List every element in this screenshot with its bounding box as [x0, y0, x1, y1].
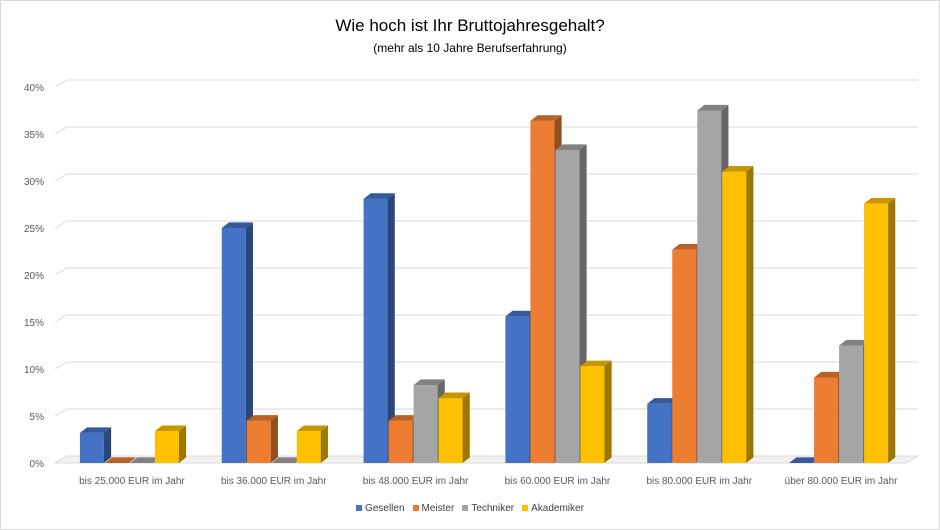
chart-subtitle: (mehr als 10 Jahre Berufserfahrung)	[373, 41, 567, 55]
y-tick-label: 35%	[24, 130, 44, 141]
bar-akademiker-3	[580, 360, 612, 463]
y-tick-label: 15%	[24, 318, 44, 329]
legend-swatch	[412, 505, 419, 512]
y-tick-label: 0%	[30, 459, 45, 470]
chart-title: Wie hoch ist Ihr Bruttojahresgehalt?	[335, 16, 605, 35]
bar-techniker-1	[271, 457, 303, 463]
y-tick-label: 10%	[24, 365, 44, 376]
legend-item-gesellen: Gesellen	[356, 503, 405, 514]
chart-legend: Gesellen Meister Techniker Akademiker	[0, 503, 940, 514]
bar-gesellen-2	[363, 193, 395, 464]
gridline	[54, 408, 918, 417]
bar-gesellen-5	[789, 457, 821, 463]
bar-akademiker-4	[722, 166, 754, 463]
x-tick-label: bis 25.000 EUR im Jahr	[79, 476, 185, 487]
gridline	[54, 314, 918, 323]
y-tick-label: 30%	[24, 177, 44, 188]
bar-akademiker-5	[864, 197, 896, 463]
bar-gesellen-0	[79, 427, 112, 463]
legend-swatch	[462, 505, 469, 512]
y-tick-label: 25%	[24, 224, 44, 235]
legend-label: Akademiker	[531, 503, 584, 514]
gridline	[54, 79, 918, 88]
legend-item-techniker: Techniker	[462, 503, 514, 514]
gridline	[54, 361, 918, 370]
gridline	[54, 126, 918, 135]
bar-akademiker-0	[154, 425, 187, 463]
bar-akademiker-2	[438, 392, 470, 463]
gridline	[54, 267, 918, 276]
x-tick-label: bis 48.000 EUR im Jahr	[363, 476, 469, 487]
x-tick-label: bis 80.000 EUR im Jahr	[646, 476, 752, 487]
gridline	[54, 173, 918, 182]
bar-akademiker-1	[296, 425, 328, 463]
x-tick-label: bis 60.000 EUR im Jahr	[505, 476, 611, 487]
legend-label: Techniker	[471, 503, 515, 514]
y-tick-label: 20%	[24, 271, 44, 282]
bar-techniker-0	[129, 457, 162, 463]
legend-swatch	[522, 505, 529, 512]
x-tick-label: bis 36.000 EUR im Jahr	[221, 476, 327, 487]
bar-meister-1	[246, 415, 278, 463]
legend-label: Meister	[421, 503, 455, 514]
legend-item-akademiker: Akademiker	[522, 503, 584, 514]
legend-item-meister: Meister	[412, 503, 455, 514]
bar-meister-0	[104, 457, 137, 463]
bar-gesellen-1	[221, 222, 253, 463]
legend-swatch	[356, 505, 363, 512]
y-tick-label: 5%	[30, 412, 45, 423]
y-tick-label: 40%	[24, 83, 44, 94]
gridline	[54, 220, 918, 229]
x-tick-label: über 80.000 EUR im Jahr	[785, 476, 899, 487]
legend-label: Gesellen	[365, 503, 405, 514]
